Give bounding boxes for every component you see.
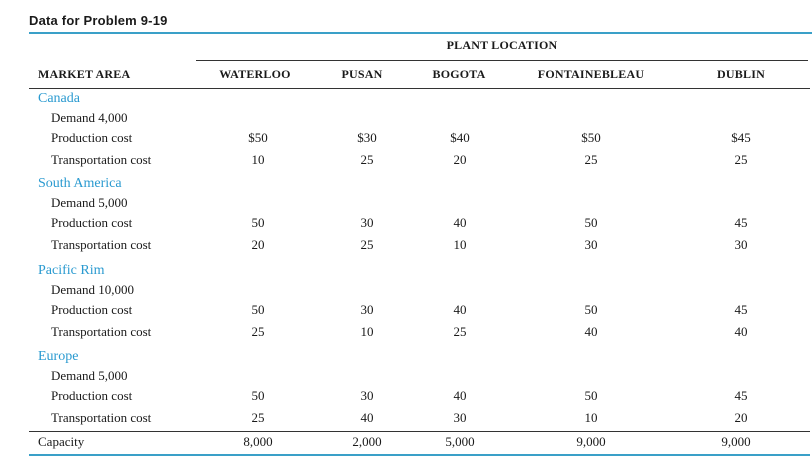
- capacity-value: 2,000: [352, 434, 382, 449]
- transport-cost-value: 20: [251, 237, 265, 252]
- capacity-rule: [29, 431, 810, 432]
- title-bar: Data for Problem 9-19: [29, 10, 812, 34]
- production-cost-label: Production cost: [51, 302, 133, 317]
- production-cost-label: Production cost: [51, 388, 133, 403]
- production-cost-value: 45: [734, 388, 748, 403]
- transport-cost-value: 40: [734, 324, 748, 339]
- production-cost-value: 45: [734, 215, 748, 230]
- transport-cost-value: 20: [453, 152, 467, 167]
- production-cost-value: 40: [453, 388, 467, 403]
- transport-cost-value: 10: [251, 152, 265, 167]
- transport-cost-value: 30: [453, 410, 467, 425]
- region-name: Canada: [38, 91, 80, 106]
- production-cost-value: $30: [357, 130, 377, 145]
- market-area-header: MARKET AREA: [38, 67, 131, 81]
- production-cost-value: 40: [453, 302, 467, 317]
- transport-cost-label: Transportation cost: [51, 324, 152, 339]
- transport-cost-value: 30: [584, 237, 598, 252]
- production-cost-label: Production cost: [51, 130, 133, 145]
- transport-cost-value: 25: [251, 410, 265, 425]
- capacity-value: 5,000: [445, 434, 475, 449]
- transport-cost-value: 25: [734, 152, 748, 167]
- col-header-pusan: PUSAN: [341, 67, 383, 81]
- capacity-value: 9,000: [576, 434, 606, 449]
- transport-cost-value: 25: [360, 152, 374, 167]
- col-header-waterloo: WATERLOO: [219, 67, 291, 81]
- plant-location-header: PLANT LOCATION: [446, 38, 558, 52]
- production-cost-value: 50: [584, 302, 598, 317]
- group-header-rule: [196, 60, 808, 61]
- transport-cost-value: 25: [453, 324, 467, 339]
- production-cost-value: 30: [360, 215, 374, 230]
- capacity-value: 9,000: [721, 434, 751, 449]
- transport-cost-value: 30: [734, 237, 748, 252]
- production-cost-value: $40: [450, 130, 470, 145]
- col-header-dublin: DUBLIN: [717, 67, 765, 81]
- transport-cost-label: Transportation cost: [51, 152, 152, 167]
- transport-cost-value: 10: [360, 324, 374, 339]
- production-cost-value: $45: [731, 130, 751, 145]
- region-name: Pacific Rim: [38, 263, 105, 278]
- production-cost-label: Production cost: [51, 215, 133, 230]
- capacity-label: Capacity: [38, 434, 85, 449]
- production-cost-value: 50: [251, 388, 265, 403]
- production-cost-value: 30: [360, 302, 374, 317]
- capacity-value: 8,000: [243, 434, 273, 449]
- production-cost-value: 50: [584, 215, 598, 230]
- transport-cost-value: 40: [584, 324, 598, 339]
- region-name: South America: [38, 176, 122, 191]
- demand-label: Demand 10,000: [51, 282, 135, 297]
- transport-cost-label: Transportation cost: [51, 410, 152, 425]
- demand-label: Demand 4,000: [51, 110, 128, 125]
- production-cost-value: 50: [584, 388, 598, 403]
- transport-cost-value: 40: [360, 410, 374, 425]
- demand-label: Demand 5,000: [51, 195, 128, 210]
- transport-cost-value: 10: [584, 410, 598, 425]
- production-cost-value: 40: [453, 215, 467, 230]
- production-cost-value: $50: [248, 130, 268, 145]
- production-cost-value: 45: [734, 302, 748, 317]
- col-header-bogota: BOGOTA: [432, 67, 486, 81]
- table-title: Data for Problem 9-19: [29, 13, 168, 28]
- header-rule: [29, 88, 810, 89]
- transport-cost-value: 20: [734, 410, 748, 425]
- production-cost-value: 50: [251, 215, 265, 230]
- production-cost-value: 30: [360, 388, 374, 403]
- transport-cost-label: Transportation cost: [51, 237, 152, 252]
- region-name: Europe: [38, 349, 79, 364]
- col-header-fontainebleau: FONTAINEBLEAU: [537, 67, 645, 81]
- transport-cost-value: 10: [453, 237, 467, 252]
- footer-rule: [29, 454, 810, 456]
- transport-cost-value: 25: [251, 324, 265, 339]
- demand-label: Demand 5,000: [51, 368, 128, 383]
- transport-cost-value: 25: [584, 152, 598, 167]
- production-cost-value: 50: [251, 302, 265, 317]
- production-cost-value: $50: [581, 130, 601, 145]
- transport-cost-value: 25: [360, 237, 374, 252]
